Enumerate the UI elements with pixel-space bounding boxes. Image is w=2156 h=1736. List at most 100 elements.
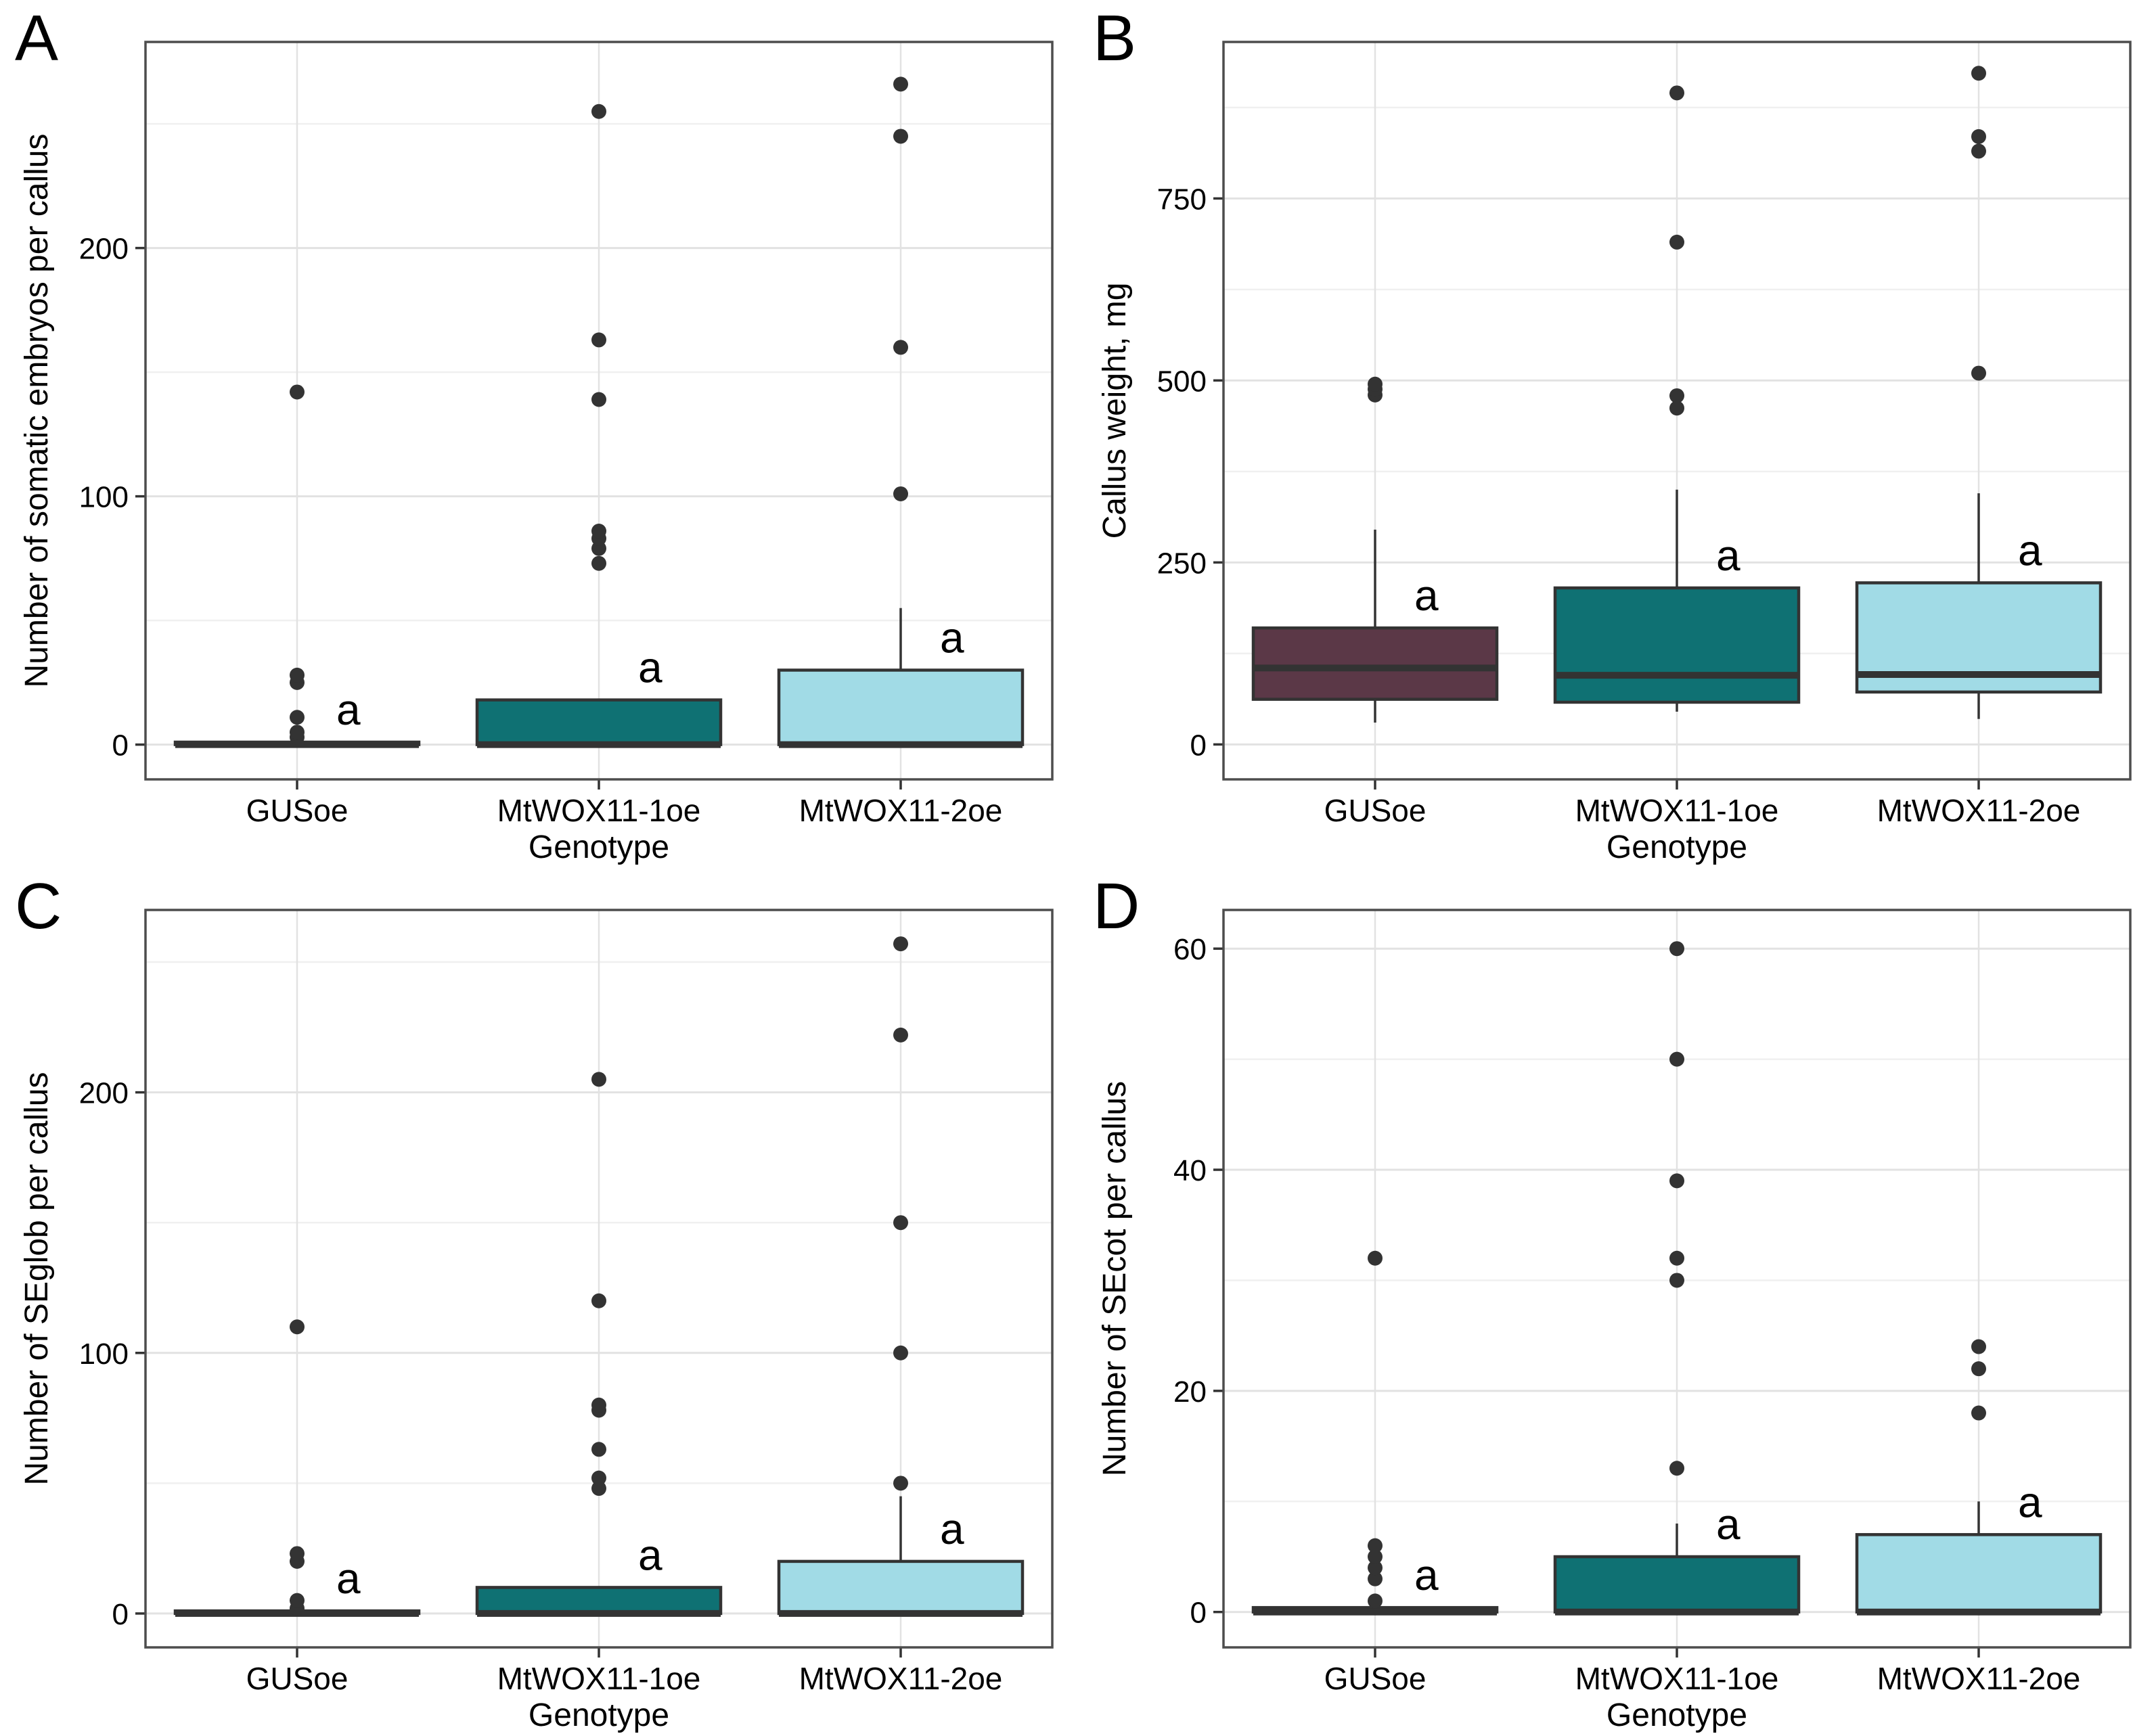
- boxplot-box: [777, 1559, 1025, 1616]
- outlier-point: [591, 523, 606, 539]
- outlier-point: [893, 76, 908, 92]
- outlier-point: [893, 1476, 908, 1491]
- boxplot-svg-C: a GUSoe a MtWOX11-1oe a MtWOX11-2oe 0 100 200 Gen…: [19, 909, 1054, 1733]
- y-tick-label: 40: [1173, 1154, 1207, 1187]
- outlier-point: [1368, 1538, 1383, 1553]
- y-tick-label: 100: [79, 481, 129, 514]
- sig-letter: a: [336, 685, 361, 734]
- boxplot-svg-A: a GUSoe a MtWOX11-1oe a MtWOX11-2oe 0 100 200 Gen…: [19, 41, 1054, 865]
- sig-letter: a: [1716, 1500, 1740, 1549]
- axis-title-x: Genotype: [1607, 829, 1747, 865]
- axis-title-y: Number of somatic embryos per callus: [19, 134, 55, 688]
- y-tick-label: 60: [1173, 933, 1207, 966]
- x-tick-label: MtWOX11-1oe: [1575, 793, 1779, 828]
- y-tick-label: 0: [1190, 729, 1207, 762]
- y-tick-label: 200: [79, 1077, 129, 1110]
- sig-letter: a: [1414, 1551, 1439, 1599]
- outlier-point: [591, 392, 606, 407]
- outlier-point: [893, 936, 908, 952]
- panel-B: B a GUSoe a MtWOX11-1oe a MtWOX11-2oe 0 250 500 7…: [1078, 0, 2156, 868]
- y-tick-label: 0: [112, 1598, 129, 1631]
- boxplot-box: [475, 1586, 723, 1616]
- sig-letter: a: [940, 614, 964, 662]
- x-tick-label: GUSoe: [246, 793, 349, 828]
- outlier-point: [1368, 376, 1383, 392]
- y-tick-label: 250: [1157, 547, 1207, 580]
- x-tick-label: MtWOX11-2oe: [799, 1661, 1003, 1696]
- x-tick-label: MtWOX11-1oe: [497, 1661, 701, 1696]
- boxplot-box: [1553, 586, 1801, 704]
- x-tick-label: MtWOX11-2oe: [1877, 793, 2081, 828]
- boxplot-box: [475, 698, 723, 746]
- sig-letter: a: [1716, 531, 1740, 580]
- panel-A: A a GUSoe a MtWOX11-1oe a MtWOX11-2oe 0 100 200 G…: [0, 0, 1078, 868]
- panel-letter-C: C: [15, 870, 62, 942]
- outlier-point: [1669, 401, 1684, 416]
- sig-letter: a: [1414, 571, 1439, 620]
- outlier-point: [290, 384, 305, 400]
- outlier-point: [1368, 1250, 1383, 1266]
- x-tick-label: MtWOX11-2oe: [799, 793, 1003, 828]
- outlier-point: [591, 104, 606, 119]
- boxplot-svg-B: a GUSoe a MtWOX11-1oe a MtWOX11-2oe 0 250 500 750…: [1097, 41, 2132, 865]
- y-tick-label: 750: [1157, 183, 1207, 216]
- outlier-point: [1368, 1549, 1383, 1564]
- outlier-point: [1971, 66, 1986, 81]
- y-tick-label: 0: [112, 729, 129, 762]
- x-tick-label: MtWOX11-2oe: [1877, 1661, 2081, 1696]
- outlier-point: [591, 1470, 606, 1486]
- panel-border: [1222, 41, 2132, 781]
- panel-letter-D: D: [1093, 870, 1140, 942]
- y-tick-label: 20: [1173, 1375, 1207, 1409]
- outlier-point: [1669, 1173, 1684, 1189]
- x-tick-label: MtWOX11-1oe: [497, 793, 701, 828]
- axis-title-x: Genotype: [529, 829, 669, 865]
- y-tick-label: 200: [79, 233, 129, 266]
- panel-letter-B: B: [1093, 2, 1137, 74]
- outlier-point: [1669, 85, 1684, 101]
- outlier-point: [290, 1593, 305, 1608]
- panel-border: [1222, 909, 2132, 1649]
- boxplot-box: [1553, 1555, 1801, 1614]
- axis-title-y: Number of SEglob per callus: [19, 1072, 55, 1486]
- outlier-point: [1669, 941, 1684, 957]
- outlier-point: [893, 1027, 908, 1043]
- outlier-point: [1368, 1593, 1383, 1609]
- sig-letter: a: [2018, 526, 2042, 574]
- outlier-point: [290, 667, 305, 683]
- outlier-point: [290, 1546, 305, 1561]
- x-tick-label: GUSoe: [246, 1661, 349, 1696]
- y-tick-label: 500: [1157, 365, 1207, 398]
- x-tick-label: MtWOX11-1oe: [1575, 1661, 1779, 1696]
- panel-letter-A: A: [15, 2, 59, 74]
- outlier-point: [1971, 1361, 1986, 1377]
- outlier-point: [1669, 1250, 1684, 1266]
- outlier-point: [290, 725, 305, 740]
- outlier-point: [1669, 1461, 1684, 1476]
- outlier-point: [1971, 1405, 1986, 1421]
- y-tick-label: 0: [1190, 1597, 1207, 1630]
- outlier-point: [1669, 388, 1684, 403]
- sig-letter: a: [336, 1554, 361, 1603]
- panel-border: [144, 909, 1054, 1649]
- outlier-point: [1669, 1273, 1684, 1288]
- axis-title-x: Genotype: [1607, 1697, 1747, 1733]
- outlier-point: [1971, 365, 1986, 381]
- axis-title-x: Genotype: [529, 1697, 669, 1733]
- axis-title-y: Number of SEcot per callus: [1097, 1081, 1133, 1476]
- panel-D: D a GUSoe a MtWOX11-1oe a MtWOX11-2oe 0 20 40 60 G…: [1078, 868, 2156, 1736]
- outlier-point: [1971, 129, 1986, 144]
- outlier-point: [591, 332, 606, 348]
- axis-title-y: Callus weight, mg: [1097, 283, 1133, 539]
- outlier-point: [591, 1397, 606, 1413]
- outlier-point: [591, 1481, 606, 1497]
- x-tick-label: GUSoe: [1324, 793, 1427, 828]
- boxplot-svg-D: a GUSoe a MtWOX11-1oe a MtWOX11-2oe 0 20 40 60 Gen…: [1097, 909, 2132, 1733]
- outlier-point: [1669, 1051, 1684, 1067]
- outlier-point: [893, 340, 908, 355]
- outlier-point: [1368, 1560, 1383, 1576]
- boxplot-box: [1251, 626, 1499, 701]
- boxplot-box: [1855, 1533, 2103, 1614]
- outlier-point: [1669, 234, 1684, 250]
